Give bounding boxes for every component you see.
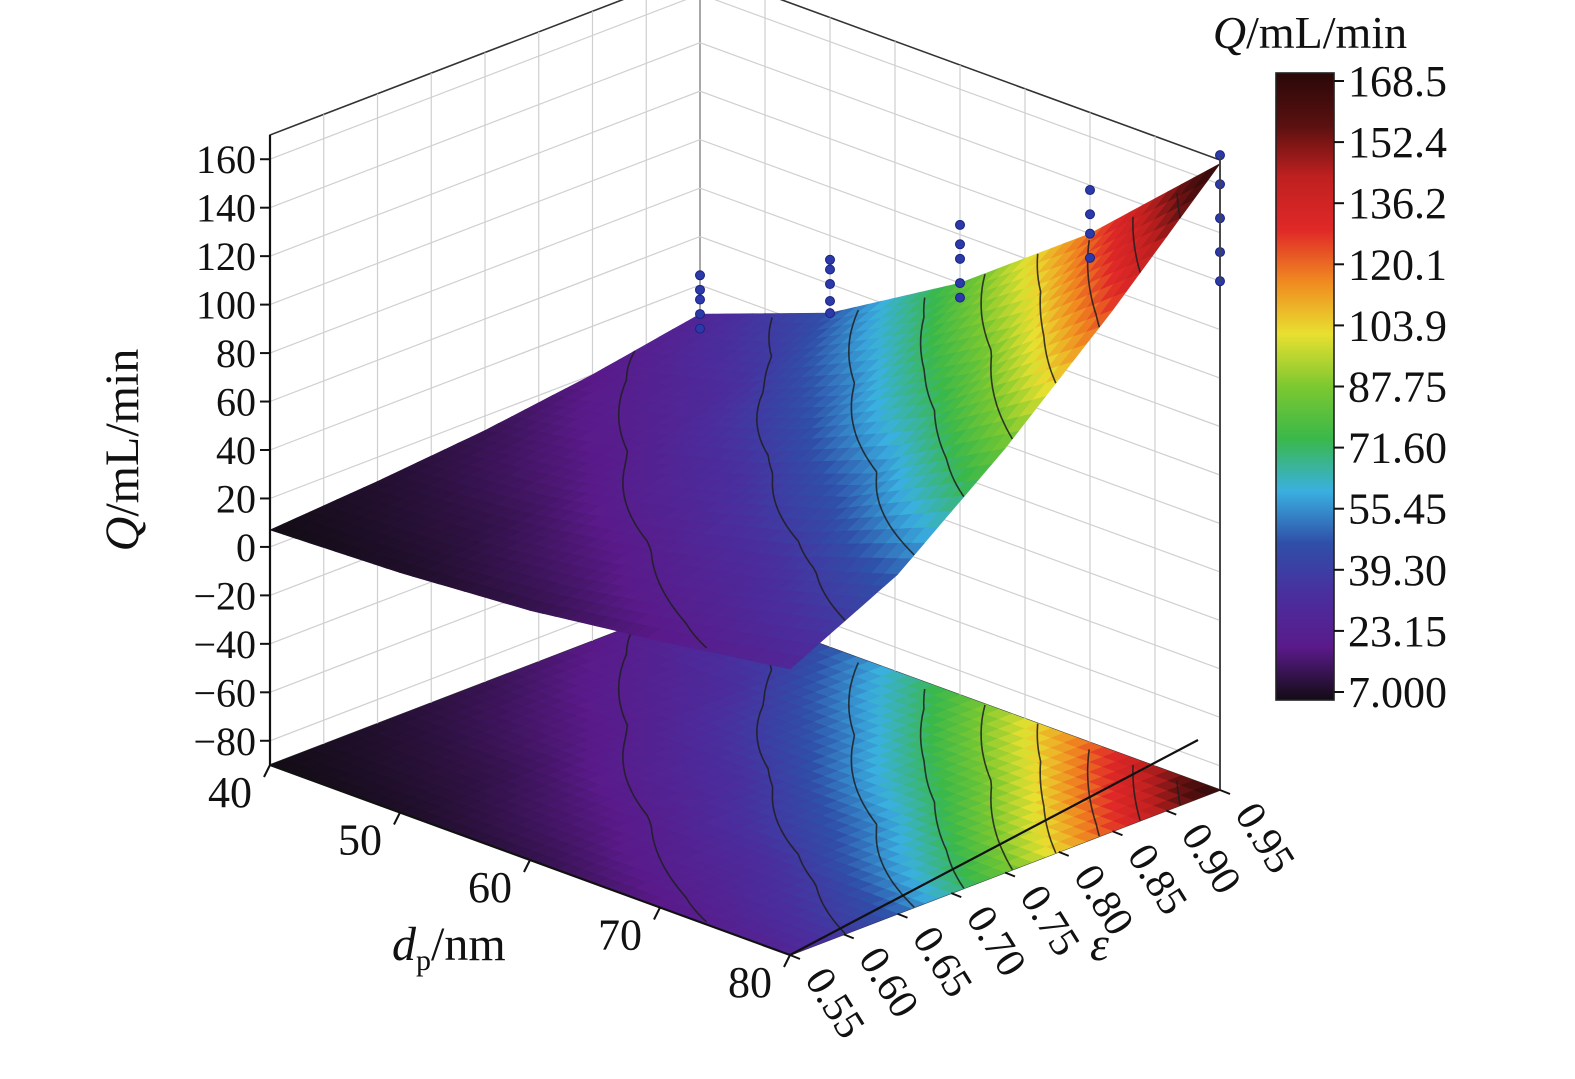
x-tick-label: 70 — [598, 911, 642, 960]
x-tick-label: 80 — [728, 958, 772, 1007]
y-tick — [1058, 850, 1070, 857]
y-tick — [1004, 871, 1016, 878]
colorbar-label: 120.1 — [1348, 240, 1447, 289]
colorbar-label: 168.5 — [1348, 57, 1447, 106]
z-axis-title: Q/mL/min — [96, 349, 149, 552]
z-tick-label: −20 — [193, 573, 256, 618]
z-axis-title-q: Q — [96, 517, 149, 552]
y-tick — [789, 954, 801, 960]
scatter-point — [1085, 185, 1095, 196]
floor-contour-line — [755, 630, 846, 935]
colorbar-label: 136.2 — [1348, 179, 1447, 228]
scatter-point — [695, 294, 705, 305]
z-tick-label: 20 — [216, 476, 256, 521]
scatter-point — [1085, 228, 1095, 239]
colorbar-gradient — [1275, 72, 1335, 701]
floor-contour-line — [1036, 723, 1057, 854]
x-axis-title-unit: /nm — [431, 918, 506, 971]
z-tick-label: 80 — [216, 331, 256, 376]
scatter-point — [825, 279, 835, 290]
scatter-point — [695, 309, 705, 320]
surface-contour-line — [755, 317, 846, 622]
x-tick-label: 40 — [208, 768, 252, 817]
floor-contour-line — [847, 662, 915, 908]
x-tick-label: 50 — [338, 816, 382, 865]
floor-contour-line — [1086, 749, 1101, 837]
z-tick-label: 120 — [196, 234, 256, 279]
scatter-point — [955, 292, 965, 303]
z-tick-label: 0 — [236, 525, 256, 570]
y-tick — [1165, 809, 1177, 816]
z-tick-label: −80 — [193, 719, 256, 764]
x-tick — [393, 812, 401, 825]
scatter-point — [955, 278, 965, 289]
scatter-point — [695, 323, 705, 334]
x-axis-title: dp/nm — [392, 918, 506, 977]
scatter-point — [955, 219, 965, 230]
scatter-point — [825, 264, 835, 275]
y-axis-title: ε — [1090, 918, 1109, 971]
colorbar-label: 55.45 — [1348, 485, 1447, 534]
scatter-point — [695, 270, 705, 281]
x-tick-label: 60 — [468, 863, 512, 912]
z-tick-label: 60 — [216, 380, 256, 425]
scatter-point — [955, 239, 965, 250]
surface-contour-line — [617, 350, 708, 649]
x-tick — [263, 764, 271, 778]
colorbar-label: 39.30 — [1348, 546, 1447, 595]
colorbar-title: Q/mL/min — [1213, 7, 1407, 58]
scatter-point — [955, 253, 965, 264]
surface-contour-line — [1036, 253, 1057, 384]
z-tick-label: 40 — [216, 428, 256, 473]
colorbar-label: 87.75 — [1348, 363, 1447, 412]
x-tick — [783, 954, 791, 968]
scatter-point — [1085, 252, 1095, 263]
surface-contour-line — [1132, 216, 1141, 273]
x-tick — [523, 859, 531, 873]
y-tick — [1219, 789, 1231, 795]
y-tick — [950, 892, 962, 899]
z-tick-label: 160 — [196, 137, 256, 182]
z-tick-label: −60 — [193, 670, 256, 715]
y-tick — [843, 933, 855, 940]
colorbar-label: 23.15 — [1348, 607, 1447, 656]
scatter-point — [1085, 209, 1095, 220]
z-tick-label: 100 — [196, 283, 256, 328]
surface-contour-line — [980, 274, 1014, 440]
z-tick-label: 140 — [196, 186, 256, 231]
colorbar-label: 152.4 — [1348, 118, 1447, 167]
scatter-point — [695, 284, 705, 295]
floor-contour-line — [919, 689, 965, 889]
z-axis-title-unit: /mL/min — [96, 349, 149, 517]
scatter-point — [825, 296, 835, 306]
colorbar: 168.5 152.4 136.2 120.1 103.9 87.75 71.60 55.45… — [1213, 7, 1447, 717]
scatter-points — [695, 150, 1225, 334]
surface-mesh — [269, 163, 1221, 670]
colorbar-label: 71.60 — [1348, 424, 1447, 473]
z-tick-label: −40 — [193, 622, 256, 667]
floor-contour-line — [1176, 780, 1181, 806]
grid-line-z — [269, 0, 1221, 185]
x-tick — [653, 907, 661, 920]
y-tick — [897, 912, 908, 919]
x-axis-title-main: d — [392, 918, 417, 971]
surface-contour-line — [919, 297, 965, 498]
floor-contour-line — [617, 624, 708, 923]
colorbar-label: 103.9 — [1348, 301, 1447, 350]
surface-cell — [776, 654, 805, 670]
y-axis-line — [789, 739, 1199, 956]
colorbar-title-unit: /mL/min — [1246, 7, 1407, 58]
x-axis-title-sub: p — [416, 944, 431, 977]
scatter-point — [825, 254, 835, 265]
surface-contour-line — [1176, 193, 1181, 219]
scatter-point — [825, 308, 835, 319]
y-tick — [1112, 830, 1123, 837]
surface-contour-line — [847, 309, 915, 556]
colorbar-label: 7.000 — [1348, 668, 1447, 717]
colorbar-title-q: Q — [1213, 7, 1246, 58]
